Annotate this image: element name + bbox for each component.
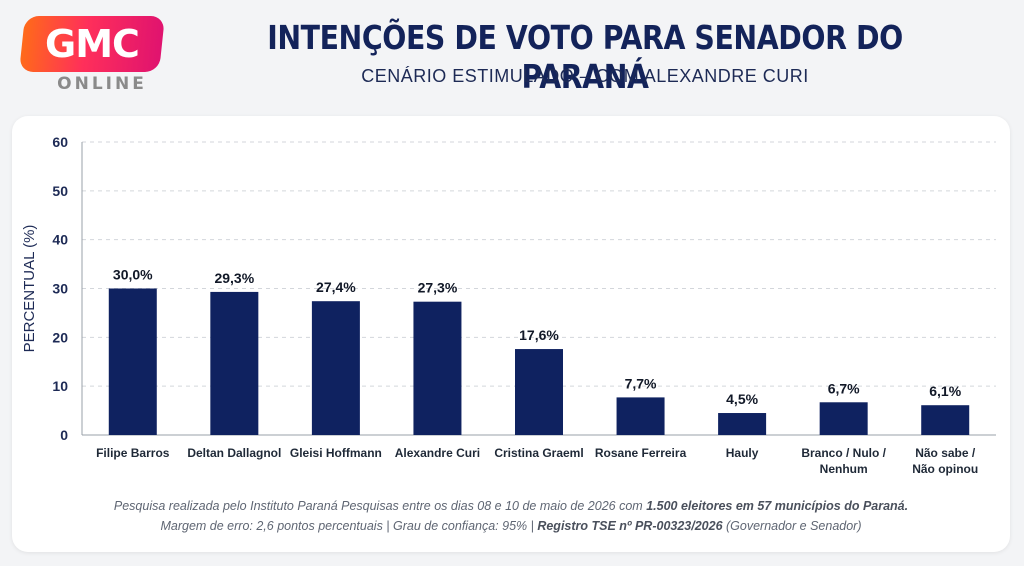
y-tick-label: 50 <box>52 183 68 199</box>
data-label: 29,3% <box>214 270 254 286</box>
footnote-line-1: Pesquisa realizada pelo Instituto Paraná… <box>12 496 1010 516</box>
y-tick-label: 30 <box>52 281 68 297</box>
data-label: 27,4% <box>316 279 356 295</box>
y-axis-label: PERCENTUAL (%) <box>21 225 38 353</box>
footnote-text: Pesquisa realizada pelo Instituto Paraná… <box>113 499 647 513</box>
bar <box>921 405 970 435</box>
data-label: 17,6% <box>519 327 559 343</box>
data-label: 7,7% <box>625 375 657 391</box>
data-label: 6,7% <box>828 380 860 396</box>
logo-sub-text: ONLINE <box>57 74 147 94</box>
bar <box>718 413 767 435</box>
footnote-line-2: Margem de erro: 2,6 pontos percentuais |… <box>12 516 1010 536</box>
x-tick-label: Não opinou <box>912 462 978 476</box>
chart-card: 0 10 20 30 40 50 60 PERCENTUAL (%) 30,0% Filipe B… <box>12 116 1010 552</box>
data-label: 4,5% <box>726 391 758 407</box>
x-tick-label: Alexandre Curi <box>395 446 480 460</box>
bar <box>311 301 360 435</box>
x-tick-label: Filipe Barros <box>96 446 170 460</box>
chart-subtitle: CENÁRIO ESTIMULADO – COM ALEXANDRE CURI <box>361 66 809 86</box>
footnote-margin: Margem de erro: 2,6 pontos percentuais |… <box>160 519 538 533</box>
bar-chart: 0 10 20 30 40 50 60 PERCENTUAL (%) 30,0% Filipe B… <box>21 134 996 476</box>
chart-title: INTENÇÕES DE VOTO PARA SENADOR DO PARANÁ <box>267 18 903 96</box>
bar <box>515 349 563 435</box>
x-tick-label: Branco / Nulo / <box>801 446 886 460</box>
bar <box>819 402 868 435</box>
data-label: 27,3% <box>418 280 458 296</box>
x-tick-label: Deltan Dallagnol <box>187 446 281 460</box>
data-label: 30,0% <box>113 267 153 283</box>
y-tick-label: 0 <box>60 427 68 443</box>
x-tick-label: Nenhum <box>820 462 868 476</box>
y-tick-label: 10 <box>52 378 68 394</box>
x-tick-label: Não sabe / <box>915 446 976 460</box>
y-tick-label: 60 <box>52 134 68 150</box>
gmc-online-logo: GMC ONLINE <box>19 12 172 96</box>
bar <box>108 288 157 435</box>
logo-main-text: GMC <box>45 22 140 66</box>
bar <box>210 291 259 435</box>
x-tick-label: Gleisi Hoffmann <box>290 446 382 460</box>
y-tick-label: 20 <box>52 329 68 345</box>
footnote-scope: (Governador e Senador) <box>722 519 862 533</box>
bar <box>616 397 665 435</box>
x-tick-label: Hauly <box>726 446 759 460</box>
footnote-registro: Registro TSE nº PR-00323/2026 <box>537 519 723 533</box>
source-footnote: Pesquisa realizada pelo Instituto Paraná… <box>12 496 1010 536</box>
data-label: 6,1% <box>929 383 961 399</box>
y-tick-label: 40 <box>52 232 68 248</box>
x-tick-label: Rosane Ferreira <box>595 446 687 460</box>
x-tick-label: Cristina Graeml <box>494 446 583 460</box>
bar <box>413 301 462 435</box>
footnote-sample: 1.500 eleitores em 57 municípios do Para… <box>646 499 909 513</box>
